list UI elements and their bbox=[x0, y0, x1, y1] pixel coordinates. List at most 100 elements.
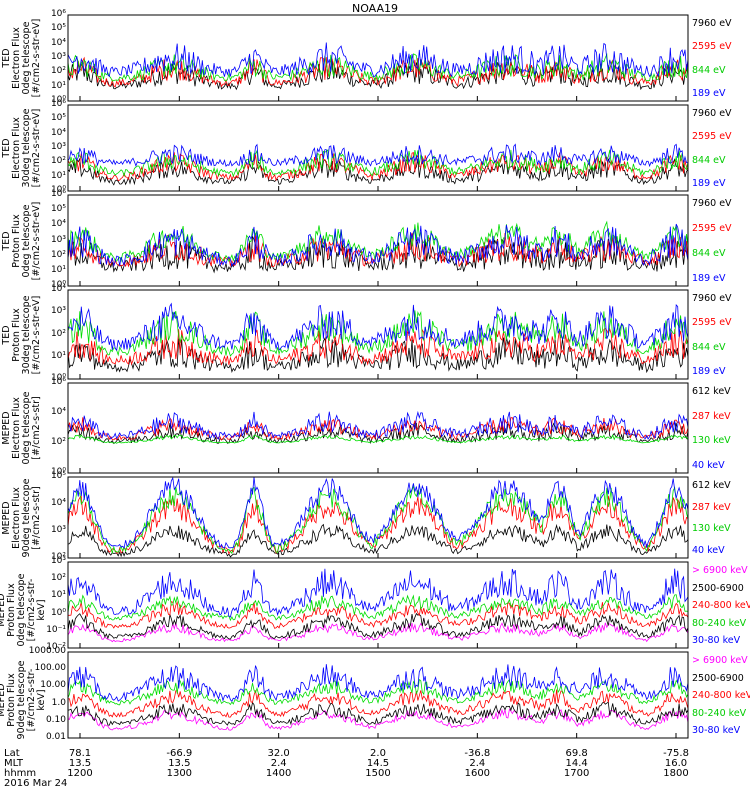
y-tick-label: 10¹ bbox=[50, 80, 66, 91]
y-tick-label: 10³ bbox=[50, 556, 66, 566]
footer-hhmm-value: 1400 bbox=[265, 768, 292, 779]
legend-entry: 189 eV bbox=[692, 178, 726, 189]
y-tick-label: 10⁶ bbox=[50, 99, 66, 109]
series-line-5-3 bbox=[67, 434, 689, 444]
y-tick-label: 0.01 bbox=[45, 732, 66, 742]
y-tick-label: 10⁻¹ bbox=[46, 624, 66, 635]
series-line-7-2 bbox=[67, 612, 689, 640]
series-line-4-1 bbox=[67, 336, 689, 374]
footer-lat-value: 2.0 bbox=[370, 748, 386, 759]
y-tick-label: 10³ bbox=[50, 525, 66, 535]
legend-entry: 189 eV bbox=[692, 273, 726, 284]
footer-mlt-value: 13.5 bbox=[68, 758, 92, 769]
legend-entry: 2500-6900 bbox=[692, 582, 744, 594]
legend-entry: 189 eV bbox=[692, 366, 726, 377]
series-line-6-1 bbox=[67, 523, 689, 558]
y-tick-label: 10⁰ bbox=[50, 95, 66, 105]
y-tick-label: 10.00 bbox=[40, 680, 66, 691]
footer-date: 2016 Mar 24 bbox=[4, 778, 68, 789]
y-tick-label: 100.00 bbox=[34, 663, 67, 674]
y-tick-label: 0.10 bbox=[45, 714, 66, 725]
legend-entry: > 6900 keV bbox=[692, 565, 748, 576]
series-line-1-4 bbox=[67, 42, 689, 78]
series-line-2-4 bbox=[67, 143, 689, 168]
legend-entry: 2500-6900 bbox=[692, 672, 744, 684]
legend-entry: 40 keV bbox=[692, 545, 725, 556]
y-tick-label: 10² bbox=[50, 66, 66, 77]
series-line-8-5 bbox=[67, 664, 689, 702]
footer-lat-value: -66.9 bbox=[166, 748, 193, 759]
y-tick-label: 10⁵ bbox=[50, 204, 66, 215]
series-line-6-4 bbox=[67, 476, 689, 549]
y-tick-label: 10⁶ bbox=[50, 9, 66, 19]
legend-entry: 844 eV bbox=[692, 154, 726, 166]
y-tick-label: 10⁵ bbox=[50, 113, 66, 124]
legend-entry: 80-240 keV bbox=[692, 707, 747, 719]
y-tick-label: 10⁵ bbox=[50, 471, 66, 481]
y-tick-label: 10⁴ bbox=[50, 127, 66, 138]
y-tick-label: 10⁰ bbox=[50, 280, 66, 290]
footer-hhmm-value: 1600 bbox=[464, 768, 491, 779]
y-tick-label: 1000.00 bbox=[28, 646, 66, 656]
series-line-4-4 bbox=[67, 302, 689, 352]
series-line-7-1 bbox=[67, 622, 689, 643]
series-line-8-2 bbox=[67, 701, 689, 726]
footer-label-mlt: MLT bbox=[4, 758, 23, 769]
legend-entry: 2595 eV bbox=[692, 131, 732, 143]
y-tick-label: 10² bbox=[50, 156, 66, 167]
series-line-1-3 bbox=[67, 53, 689, 83]
series-line-8-4 bbox=[67, 678, 689, 706]
footer-hhmm-value: 1300 bbox=[166, 768, 193, 779]
footer-mlt-value: 2.4 bbox=[270, 758, 287, 769]
y-tick-label: 10³ bbox=[50, 142, 66, 152]
panel-frame bbox=[67, 651, 689, 739]
legend-entry: > 6900 keV bbox=[692, 655, 748, 666]
y-tick-label: 10³ bbox=[50, 234, 66, 245]
footer-lat-value: -75.8 bbox=[663, 748, 689, 759]
y-axis-label: MEPED Proton Flux 90deg telescope [#/cm2-s-… bbox=[0, 660, 47, 740]
footer-mlt-value: 13.5 bbox=[168, 758, 191, 769]
legend-entry: 844 eV bbox=[692, 341, 726, 353]
y-tick-label: 10⁶ bbox=[50, 189, 66, 199]
series-line-5-4 bbox=[67, 410, 689, 440]
y-tick-label: 10⁰ bbox=[50, 467, 66, 477]
y-tick-label: 10¹ bbox=[50, 264, 66, 275]
footer-mlt-value: 14.5 bbox=[366, 758, 390, 769]
y-tick-label: 10¹ bbox=[50, 350, 66, 361]
series-line-7-5 bbox=[67, 568, 689, 618]
series-line-7-4 bbox=[67, 594, 689, 622]
legend-entry: 7960 eV bbox=[692, 293, 732, 304]
chart-title: NOAA19 bbox=[351, 2, 399, 15]
legend-entry: 130 keV bbox=[692, 435, 731, 447]
series-line-6-3 bbox=[67, 484, 689, 555]
y-tick-label: 10⁵ bbox=[50, 23, 66, 34]
footer-hhmm-value: 1500 bbox=[365, 768, 391, 779]
y-tick-label: 10⁰ bbox=[50, 373, 66, 383]
y-tick-label: 10² bbox=[50, 249, 66, 260]
series-line-3-4 bbox=[67, 223, 689, 268]
y-tick-label: 10⁰ bbox=[50, 607, 66, 618]
legend-entry: 844 eV bbox=[692, 248, 726, 259]
footer-hhmm-value: 1200 bbox=[67, 768, 93, 779]
legend-entry: 287 keV bbox=[692, 501, 731, 513]
y-tick-label: 10⁶ bbox=[50, 377, 66, 387]
y-tick-label: 10⁰ bbox=[50, 185, 66, 195]
y-tick-label: 10² bbox=[50, 552, 66, 562]
legend-entry: 612 keV bbox=[692, 480, 731, 491]
legend-entry: 30-80 keV bbox=[692, 725, 741, 736]
legend-entry: 189 eV bbox=[692, 88, 726, 99]
y-tick-label: 10² bbox=[50, 328, 66, 339]
y-tick-label: 10² bbox=[50, 437, 66, 447]
footer-label-hhmm: hhmm bbox=[4, 768, 37, 779]
legend-entry: 80-240 keV bbox=[692, 617, 747, 629]
y-tick-label: 10³ bbox=[50, 52, 66, 62]
